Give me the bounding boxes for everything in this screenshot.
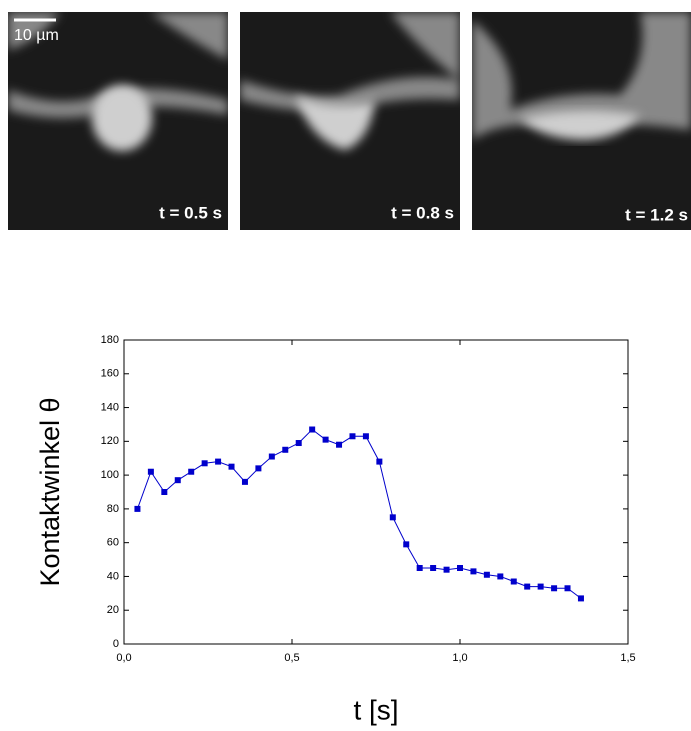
x-tick-label: 1,0 [452, 652, 467, 664]
data-point [174, 477, 181, 484]
data-point [134, 505, 141, 512]
data-point [161, 489, 168, 495]
data-point [416, 565, 423, 571]
data-point [255, 465, 262, 472]
scale-bar-label: 10 µm [14, 27, 59, 44]
data-point [241, 478, 248, 485]
data-point [564, 585, 571, 592]
data-point [228, 463, 235, 470]
x-tick-label: 0,0 [116, 652, 131, 664]
panel-label: t = 0.5 s [159, 203, 222, 222]
data-point [577, 595, 584, 602]
data-point [524, 583, 531, 590]
data-point [295, 440, 302, 447]
data-point [497, 573, 504, 580]
data-point [510, 578, 517, 585]
y-tick-label: 120 [101, 435, 119, 447]
data-point [389, 514, 396, 521]
data-point [551, 585, 558, 592]
data-point [457, 565, 463, 571]
x-axis-label: t [s] [353, 694, 398, 725]
y-tick-label: 140 [101, 401, 119, 413]
series-line [136, 428, 582, 599]
y-tick-label: 160 [101, 368, 119, 380]
y-tick-label: 20 [107, 604, 119, 616]
data-point [188, 468, 195, 475]
data-point [430, 565, 437, 571]
x-tick-label: 1,5 [620, 652, 635, 664]
y-tick-label: 60 [107, 537, 119, 549]
data-point [443, 566, 450, 573]
y-axis-label: Kontaktwinkel θ [35, 397, 65, 586]
data-point [201, 460, 208, 467]
data-point [537, 583, 544, 590]
panel-label: t = 1.2 s [625, 205, 688, 224]
plot-frame [123, 339, 629, 645]
data-point [470, 568, 477, 575]
data-point [268, 453, 275, 460]
panel-label: t = 0.8 s [391, 203, 454, 222]
y-tick-label: 0 [113, 638, 119, 650]
micrograph-1: 10 µm t = 0.5 s [8, 12, 228, 230]
data-point [362, 433, 369, 440]
data-point [403, 541, 410, 548]
data-point [147, 468, 154, 475]
data-point [483, 571, 490, 578]
data-point [336, 441, 343, 448]
data-point [349, 433, 356, 440]
micrograph-2: t = 0.8 s [240, 12, 460, 230]
y-tick-label: 100 [101, 469, 119, 481]
y-tick-label: 80 [107, 503, 119, 515]
data-point [215, 458, 222, 465]
data-point [322, 436, 329, 443]
x-tick-label: 0,5 [284, 652, 299, 664]
y-tick-label: 40 [107, 570, 119, 582]
data-point [309, 426, 316, 433]
micrograph-3: t = 1.2 s [472, 12, 691, 230]
data-point [282, 446, 289, 453]
y-tick-label: 180 [101, 334, 119, 346]
data-point [376, 458, 383, 465]
